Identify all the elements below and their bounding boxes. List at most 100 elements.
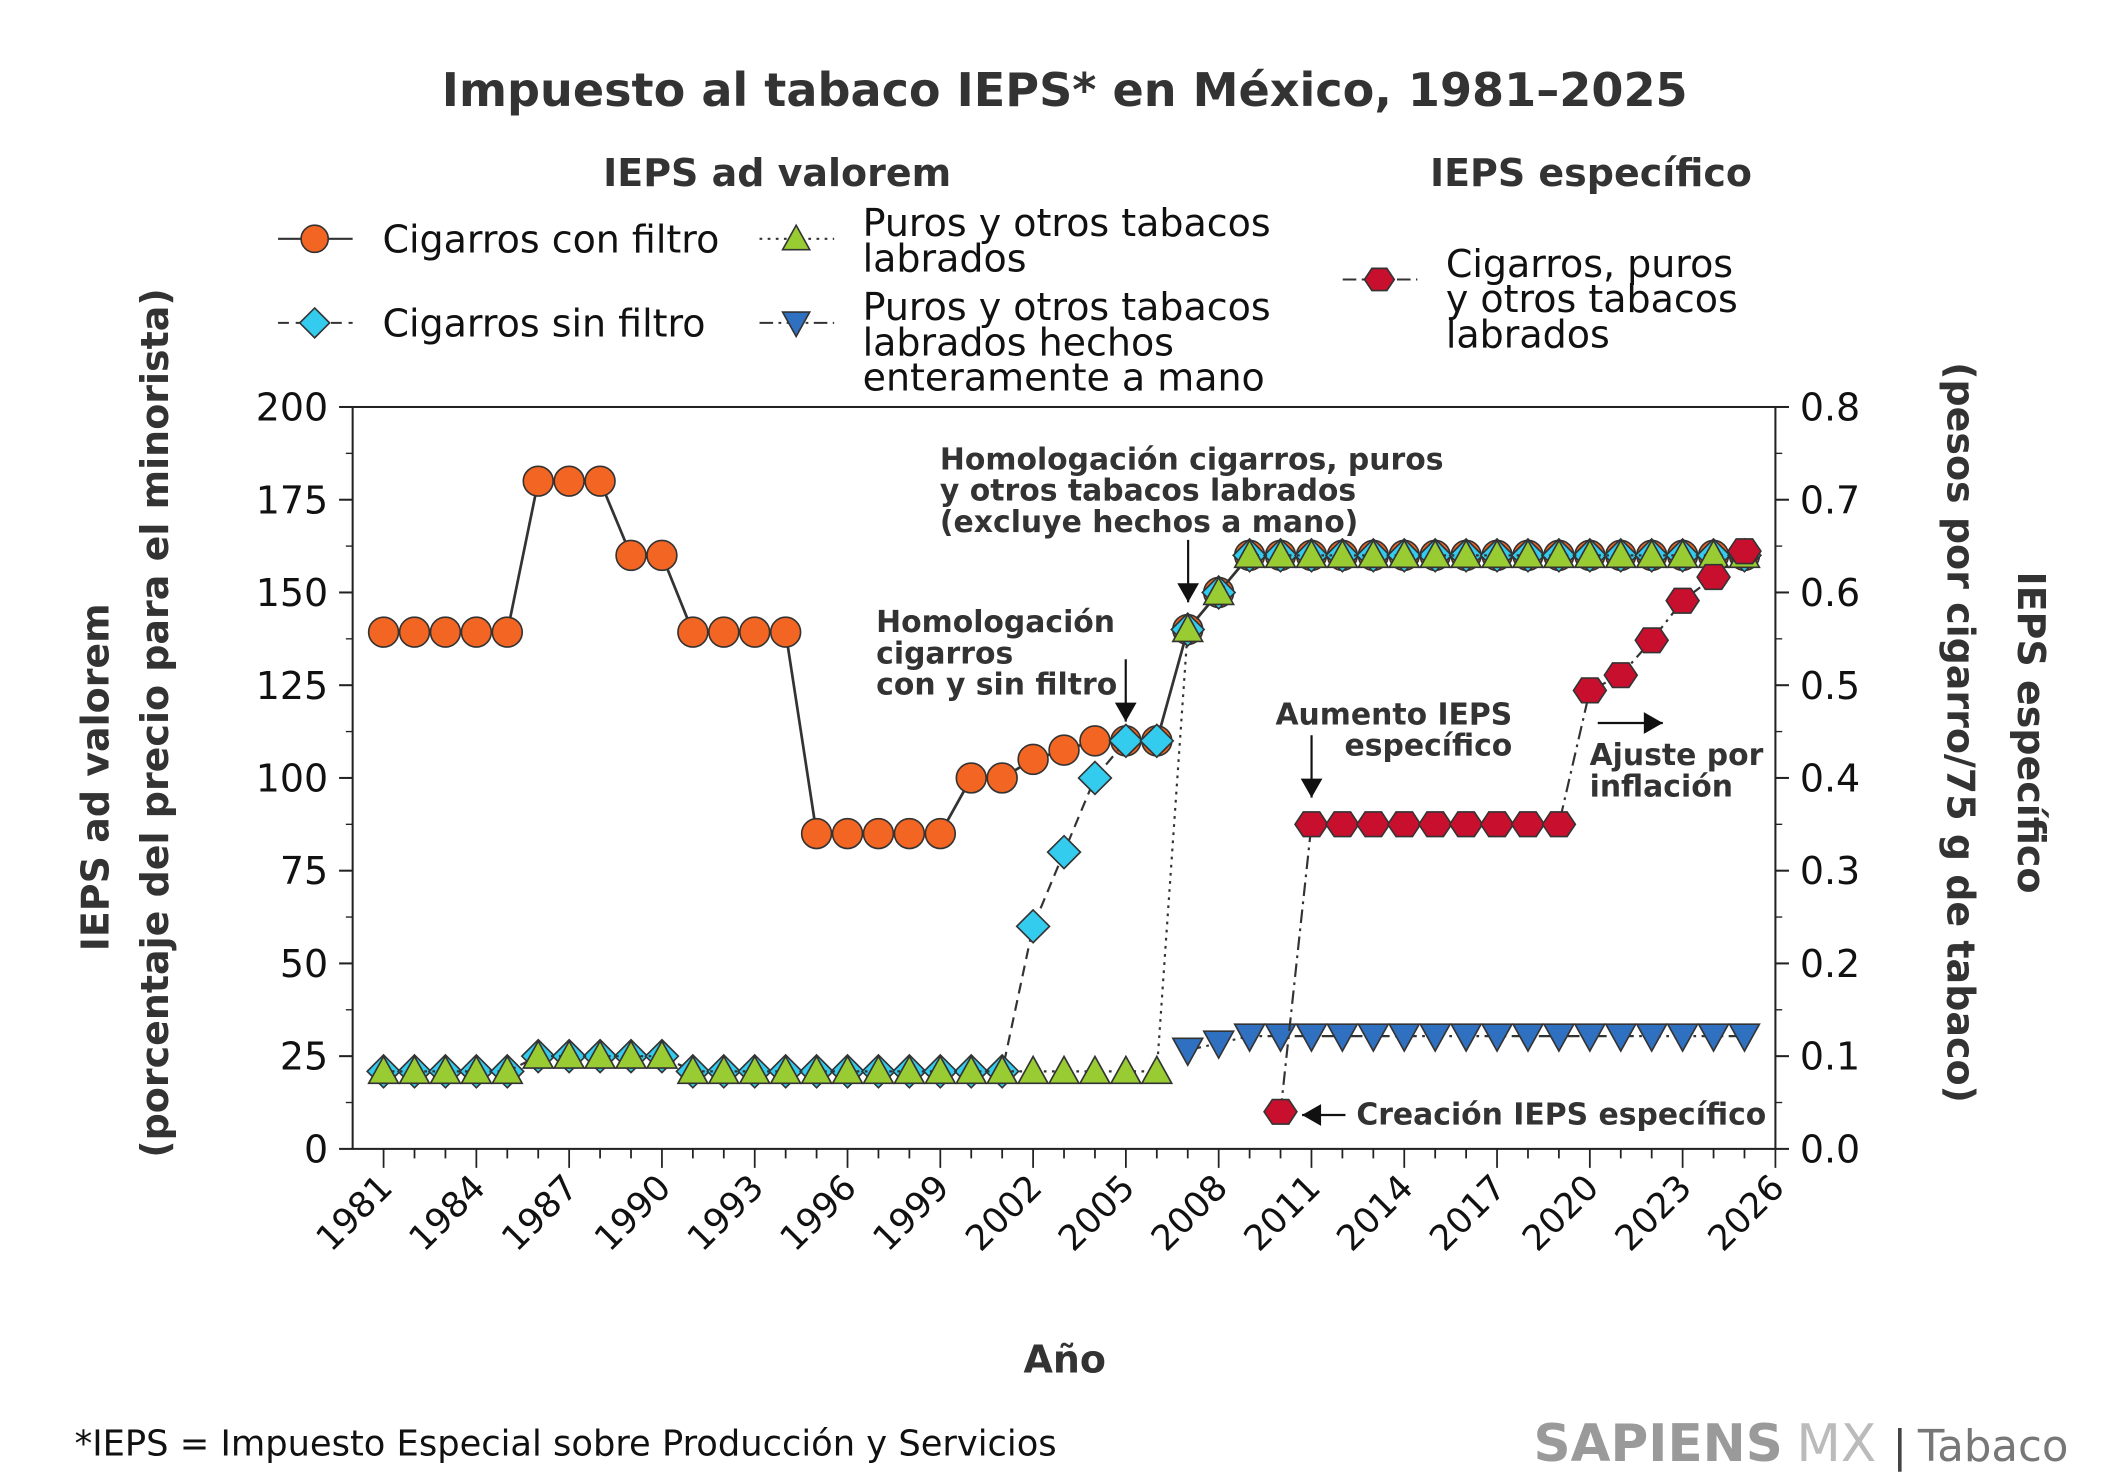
data-point-hexagon <box>1727 538 1762 565</box>
annotation-arrow <box>1597 712 1663 734</box>
data-point-triangle-up <box>1233 538 1266 569</box>
legend-label: enteramente a mano <box>863 356 1265 400</box>
data-point-triangle-up <box>676 1054 710 1085</box>
x-tick-label: 1981 <box>308 1167 400 1259</box>
series-3 <box>1171 1023 1761 1067</box>
data-point-circle <box>367 616 400 648</box>
x-tick-label: 1990 <box>587 1167 679 1259</box>
data-point-triangle-up <box>738 1054 772 1085</box>
y-axis-label-right-sub: (pesos por cigarro/75 g de tabaco) <box>1939 362 1983 1103</box>
annotation-text: Creación IEPS específico <box>1356 1097 1766 1132</box>
data-point-triangle-up <box>614 1039 648 1069</box>
data-point-triangle-up <box>1171 612 1205 643</box>
data-point-triangle-up <box>924 1054 957 1085</box>
data-point-triangle-down <box>1418 1023 1452 1053</box>
x-axis-label: Año <box>1023 1338 1106 1382</box>
data-point-triangle-down <box>1480 1023 1514 1053</box>
data-point-hexagon <box>1696 563 1731 591</box>
data-point-circle <box>708 616 740 648</box>
data-point-triangle-down <box>1387 1023 1421 1053</box>
data-point-circle <box>491 616 524 648</box>
data-point-triangle-down <box>1511 1023 1545 1053</box>
data-point-triangle-up <box>1109 1054 1143 1085</box>
data-point-circle <box>398 616 431 648</box>
data-point-triangle-up <box>1542 538 1576 569</box>
legend-label: y otros tabacos <box>1446 277 1738 321</box>
data-point-hexagon <box>1572 677 1608 704</box>
x-tick-label: 1999 <box>865 1167 957 1259</box>
data-point-triangle-down <box>1635 1023 1668 1053</box>
legend-group-ad-valorem: IEPS ad valorem <box>603 151 951 195</box>
brand-section: Tabaco <box>1917 1422 2068 1472</box>
brand-logo: SAPIENS MX | Tabaco <box>1534 1414 2069 1474</box>
data-point-triangle-up <box>769 1054 802 1085</box>
x-tick-label: 2023 <box>1607 1167 1699 1259</box>
data-point-triangle-up <box>1387 538 1421 569</box>
data-point-triangle-down <box>1542 1023 1576 1053</box>
arrow-head <box>1177 583 1199 603</box>
x-tick-label: 2017 <box>1422 1167 1514 1259</box>
data-point-triangle-up <box>1326 538 1359 569</box>
data-point-triangle-up <box>1264 538 1297 569</box>
data-point-diamond <box>1077 760 1113 796</box>
legend: Cigarros con filtro Cigarros sin filtro Pu… <box>278 201 1738 400</box>
data-point-triangle-down <box>1233 1023 1266 1053</box>
data-point-circle <box>893 817 926 850</box>
data-point-diamond <box>1046 834 1082 870</box>
data-point-diamond <box>1108 723 1144 759</box>
chart-title: Impuesto al tabaco IEPS* en México, 1981… <box>442 63 1688 117</box>
legend-label: Cigarros con filtro <box>382 217 719 261</box>
x-tick-label: 2014 <box>1329 1167 1421 1259</box>
data-point-hexagon <box>1324 811 1360 838</box>
arrow-head <box>1300 778 1323 798</box>
annotation-text: (excluye hechos a mano) <box>940 505 1358 540</box>
x-tick-label: 1993 <box>680 1167 772 1259</box>
data-point-triangle-down <box>1357 1023 1390 1053</box>
arrow-head <box>1643 712 1663 734</box>
data-point-hexagon <box>1448 811 1484 838</box>
arrow-head <box>1302 1104 1322 1126</box>
data-point-hexagon <box>1263 1098 1298 1125</box>
data-point-hexagon <box>1294 811 1329 838</box>
annotation-arrow <box>1177 539 1199 603</box>
data-point-triangle-up <box>1078 1054 1112 1085</box>
data-point-triangle-down <box>1264 1023 1297 1053</box>
legend-label: Cigarros sin filtro <box>382 301 705 345</box>
data-point-circle <box>522 465 554 497</box>
plot-area <box>366 465 1763 1125</box>
annotation-arrow <box>1302 1104 1346 1126</box>
arrow-head <box>1114 702 1137 722</box>
data-point-hexagon <box>1363 267 1396 292</box>
data-point-triangle-up <box>1202 575 1235 606</box>
x-tick-label: 2020 <box>1515 1167 1607 1259</box>
series-2 <box>367 538 1761 1085</box>
data-point-triangle-up <box>1016 1054 1050 1085</box>
data-point-circle <box>1017 743 1049 776</box>
data-point-triangle-up <box>862 1054 895 1085</box>
x-tick-label: 2011 <box>1236 1167 1328 1259</box>
legend-item-0: Cigarros con filtro <box>278 217 719 261</box>
data-point-hexagon <box>1417 811 1453 838</box>
data-point-circle <box>862 817 895 850</box>
y-axis-label-right: IEPS específico <box>2009 572 2053 894</box>
data-point-circle <box>955 762 987 794</box>
data-point-hexagon <box>1665 587 1701 614</box>
data-point-triangle-down <box>1604 1023 1638 1053</box>
data-point-triangle-down <box>1449 1023 1483 1053</box>
y-tick-label-left: 175 <box>256 478 328 522</box>
y-tick-label-right: 0.2 <box>1800 942 1860 986</box>
data-point-triangle-down <box>1697 1023 1730 1053</box>
y-axis-label-left: IEPS ad valorem <box>74 603 118 951</box>
data-point-circle <box>1079 725 1111 757</box>
data-point-triangle-up <box>707 1054 741 1085</box>
x-tick-label: 1984 <box>401 1167 493 1259</box>
data-point-triangle-up <box>583 1039 617 1069</box>
brand-bold: SAPIENS <box>1534 1414 1783 1474</box>
data-point-circle <box>677 616 709 648</box>
data-point-circle <box>429 616 462 648</box>
